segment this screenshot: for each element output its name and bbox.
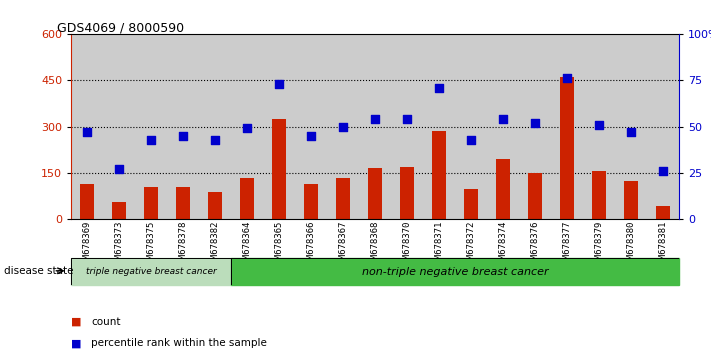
Bar [103, 34, 135, 219]
Bar [423, 34, 455, 219]
Bar [432, 131, 446, 219]
Bar [464, 188, 478, 219]
Point [306, 133, 317, 139]
Bar [400, 167, 414, 219]
Bar [647, 34, 679, 219]
Point [82, 129, 92, 135]
Bar [391, 34, 423, 219]
Bar [231, 258, 679, 285]
Bar [528, 173, 542, 219]
Bar [496, 159, 510, 219]
Bar [272, 119, 286, 219]
Text: triple negative breast cancer: triple negative breast cancer [86, 267, 216, 276]
Point [593, 122, 604, 127]
Bar [240, 178, 254, 219]
Bar [583, 34, 615, 219]
Point [241, 126, 253, 131]
Bar [624, 181, 638, 219]
Bar [368, 169, 382, 219]
Bar [336, 178, 350, 219]
Point [273, 81, 284, 87]
Bar [592, 171, 606, 219]
Point [401, 116, 412, 122]
Bar [71, 258, 231, 285]
Point [561, 75, 572, 81]
Bar [231, 34, 263, 219]
Point [626, 129, 637, 135]
Point [209, 137, 220, 142]
Bar [295, 34, 327, 219]
Point [657, 168, 668, 174]
Bar [263, 34, 295, 219]
Bar [455, 34, 487, 219]
Bar [327, 34, 359, 219]
Bar [71, 34, 103, 219]
Bar [199, 34, 231, 219]
Point [338, 124, 349, 129]
Point [370, 116, 381, 122]
Text: GDS4069 / 8000590: GDS4069 / 8000590 [57, 21, 184, 34]
Bar [176, 187, 190, 219]
Point [529, 120, 540, 126]
Bar [167, 34, 199, 219]
Bar [304, 184, 318, 219]
Text: percentile rank within the sample: percentile rank within the sample [91, 338, 267, 348]
Bar [80, 184, 94, 219]
Bar [551, 34, 583, 219]
Text: non-triple negative breast cancer: non-triple negative breast cancer [362, 267, 548, 277]
Bar [487, 34, 519, 219]
Text: ■: ■ [71, 338, 82, 348]
Text: ■: ■ [71, 317, 82, 327]
Bar [144, 187, 158, 219]
Point [434, 85, 445, 90]
Bar [208, 192, 222, 219]
Point [498, 116, 509, 122]
Text: disease state: disease state [4, 266, 73, 276]
Bar [135, 34, 167, 219]
Point [146, 137, 157, 142]
Text: count: count [91, 317, 120, 327]
Point [178, 133, 189, 139]
Bar [615, 34, 647, 219]
Bar [560, 77, 574, 219]
Bar [359, 34, 391, 219]
Bar [656, 206, 670, 219]
Bar [519, 34, 551, 219]
Point [465, 137, 476, 142]
Bar [112, 202, 126, 219]
Point [114, 166, 125, 172]
